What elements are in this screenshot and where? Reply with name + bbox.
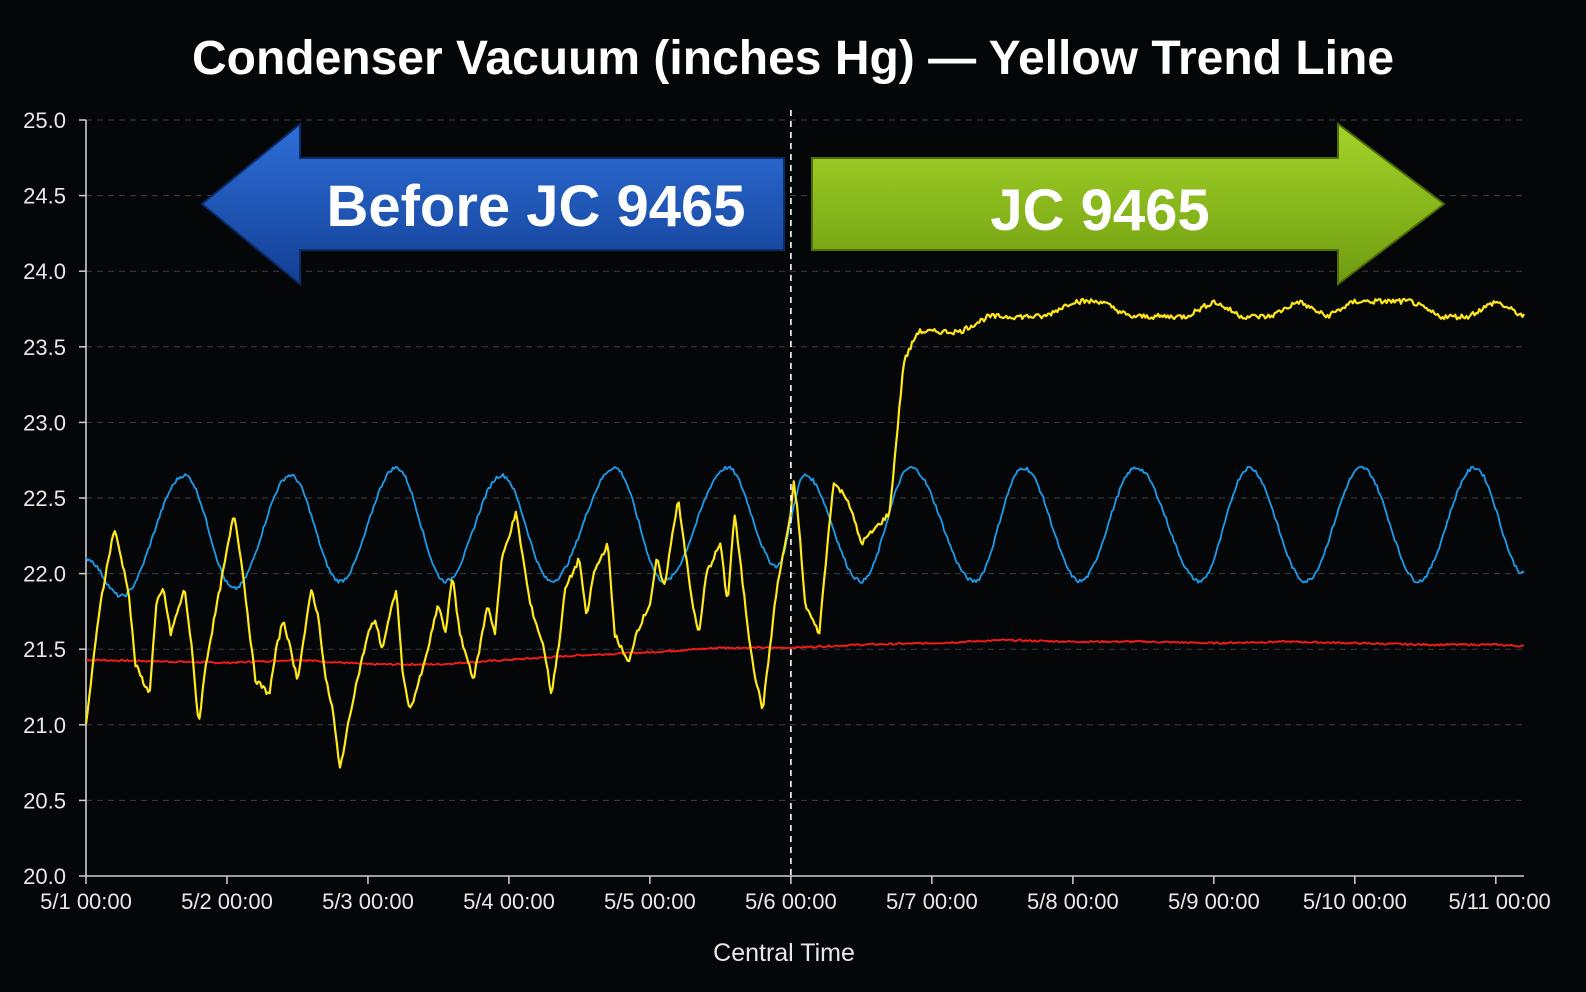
jc-arrow <box>811 121 1446 287</box>
x-axis-label: Central Time <box>713 939 855 967</box>
axes <box>85 120 1524 884</box>
x-tick-label: 5/6 00:00 <box>745 889 837 914</box>
y-tick-label: 20.0 <box>23 864 66 889</box>
x-tick-label: 5/2 00:00 <box>181 889 273 914</box>
series-layer <box>84 297 1525 769</box>
jc-arrow-label: JC 9465 <box>990 178 1209 243</box>
x-tick-label: 5/1 00:00 <box>40 889 132 914</box>
y-tick-label: 21.0 <box>23 713 66 738</box>
y-tick-label: 24.5 <box>23 184 66 209</box>
y-tick-label: 22.5 <box>23 486 66 511</box>
y-tick-label: 23.0 <box>23 410 66 435</box>
series-line-red <box>85 638 1525 667</box>
x-tick-labels: 5/1 00:00 5/2 00:00 5/3 00:00 5/4 00:00 5/5 … <box>40 889 1551 914</box>
x-tick-label: 5/11 00:00 <box>1448 889 1550 914</box>
x-tick-label: 5/8 00:00 <box>1027 889 1119 914</box>
grid <box>79 119 1524 877</box>
x-tick-label: 5/7 00:00 <box>886 889 978 914</box>
before-arrow <box>200 121 785 287</box>
x-tick-label: 5/9 00:00 <box>1168 889 1260 914</box>
x-tick-label: 5/5 00:00 <box>604 889 696 914</box>
y-tick-label: 22.0 <box>23 562 66 587</box>
series-line-blue <box>85 465 1525 598</box>
series-line-yellow <box>84 297 1525 769</box>
y-tick-labels: 20.0 20.5 21.0 21.5 22.0 22.5 23.0 23.5 24.0 24.5… <box>23 108 66 889</box>
before-arrow-label: Before JC 9465 <box>326 174 745 239</box>
x-tick-label: 5/10 00:00 <box>1303 889 1407 914</box>
y-tick-label: 20.5 <box>23 788 66 813</box>
chart-title: Condenser Vacuum (inches Hg) — Yellow Tr… <box>192 32 1394 85</box>
annotation-arrows: Before JC 9465 JC 9465 <box>200 121 1446 287</box>
x-tick-label: 5/3 00:00 <box>322 889 414 914</box>
y-tick-label: 25.0 <box>23 108 66 133</box>
x-tick-label: 5/4 00:00 <box>463 889 555 914</box>
y-tick-label: 21.5 <box>23 637 66 662</box>
y-tick-label: 24.0 <box>23 259 66 284</box>
y-tick-label: 23.5 <box>23 335 66 360</box>
